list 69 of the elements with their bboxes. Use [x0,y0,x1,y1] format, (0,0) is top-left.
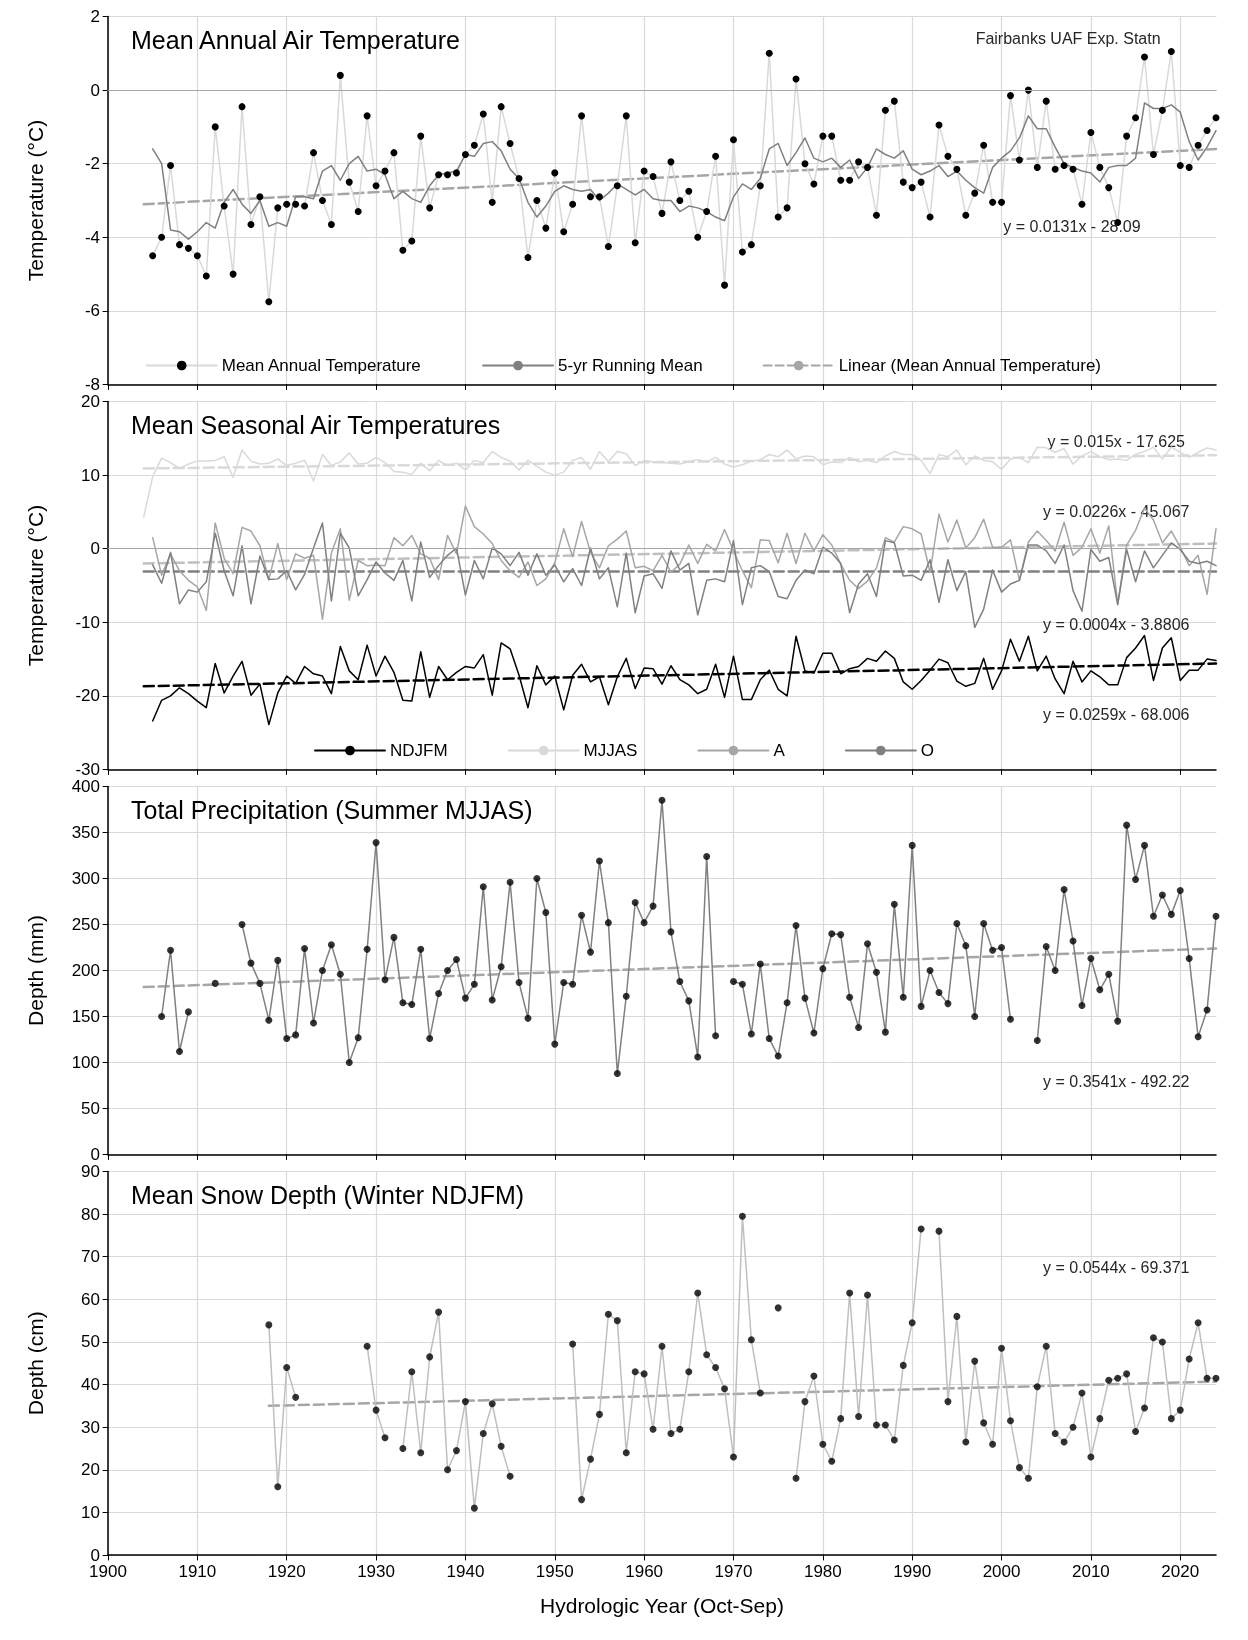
y-tick-label: 0 [90,1145,100,1164]
y-tick-label: -2 [84,154,100,174]
x-tick-label: 1900 [89,1562,127,1581]
annotation: y = 0.0131x - 28.09 [1003,217,1141,235]
y-tick-label: 70 [81,1247,100,1267]
y-tick-label: -20 [75,686,100,706]
legend-label: 5-yr Running Mean [558,356,703,375]
y-tick-label: 50 [81,1099,100,1118]
line-series [151,102,1217,240]
annotation: y = 0.0259x - 68.006 [1043,706,1190,724]
y-axis-title: Depth (cm) [24,1311,47,1416]
legend-label: MJJAS [583,741,638,760]
y-tick-label: 20 [81,1460,100,1480]
y-axis-title: Depth (mm) [24,915,47,1026]
y-tick-label: 10 [81,1502,100,1522]
x-tick-label: 1980 [803,1562,842,1581]
x-tick-label: 1920 [267,1562,306,1581]
x-tick-label: 2000 [982,1562,1021,1581]
y-tick-label: 10 [81,465,100,485]
y-tick-label: 100 [71,1053,100,1072]
y-tick-label: 0 [90,80,100,100]
chart-title: Mean Snow Depth (Winter NDJFM) [131,1180,525,1209]
x-axis-title: Hydrologic Year (Oct-Sep) [540,1594,784,1617]
legend-label: A [773,741,786,760]
x-tick-label: 1970 [714,1562,753,1581]
y-tick-label: 0 [90,539,100,559]
x-tick-label: 1950 [535,1562,574,1581]
x-tick-label: 1990 [893,1562,932,1581]
y-tick-label: 200 [71,961,100,980]
x-tick-label: 2020 [1161,1562,1200,1581]
annotation: Fairbanks UAF Exp. Statn [975,29,1161,47]
y-tick-label: 50 [81,1332,100,1352]
y-tick-label: 60 [81,1289,100,1309]
chart-title: Mean Annual Air Temperature [131,25,460,54]
annotation: y = 0.0544x - 69.371 [1043,1258,1190,1276]
annotation: y = 0.3541x - 492.22 [1043,1072,1190,1090]
chart-title: Total Precipitation (Summer MJJAS) [131,795,533,824]
legend-label: Mean Annual Temperature [221,356,421,375]
annotation: y = 0.015x - 17.625 [1047,433,1186,451]
y-tick-label: 30 [81,1417,100,1437]
y-tick-label: 20 [81,392,100,411]
x-tick-label: 1910 [178,1562,217,1581]
x-tick-label: 2010 [1071,1562,1110,1581]
y-tick-label: 350 [71,823,100,842]
x-tick-label: 1960 [625,1562,664,1581]
x-tick-label: 1930 [357,1562,395,1581]
y-tick-label: 80 [81,1204,100,1224]
y-tick-label: 250 [71,915,100,934]
y-axis-title: Temperature (°C) [24,119,47,282]
y-tick-label: 300 [71,869,100,888]
legend-label: NDJFM [390,741,448,760]
y-tick-label: -6 [84,301,100,321]
y-tick-label: 90 [81,1162,100,1181]
y-tick-label: 400 [71,777,100,796]
y-tick-label: -8 [84,375,100,394]
chart-title: Mean Seasonal Air Temperatures [131,410,501,439]
x-tick-label: 1940 [446,1562,485,1581]
legend-label: O [920,741,935,760]
y-tick-label: -30 [75,760,100,779]
y-tick-label: 2 [90,7,100,26]
annotation: y = 0.0004x - 3.8806 [1043,616,1190,634]
y-tick-label: 40 [81,1375,100,1395]
annotation: y = 0.0226x - 45.067 [1043,503,1190,521]
y-axis-title: Temperature (°C) [24,504,47,667]
legend-label: Linear (Mean Annual Temperature) [838,356,1102,375]
y-tick-label: -10 [75,612,100,632]
y-tick-label: -4 [84,227,100,247]
y-tick-label: 0 [90,1545,100,1565]
y-tick-label: 150 [71,1007,100,1026]
